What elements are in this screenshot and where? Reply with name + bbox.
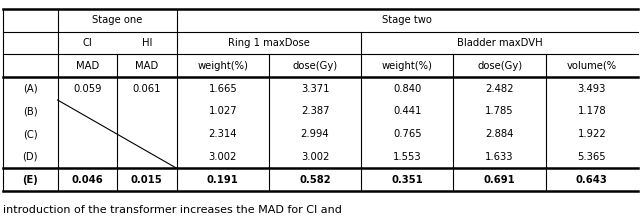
Text: HI: HI: [141, 38, 152, 48]
Text: 1.553: 1.553: [393, 152, 422, 162]
Text: 0.643: 0.643: [576, 175, 608, 185]
Text: 2.482: 2.482: [485, 84, 514, 94]
Text: 3.002: 3.002: [301, 152, 329, 162]
Text: introduction of the transformer increases the MAD for CI and: introduction of the transformer increase…: [3, 205, 342, 215]
Text: 3.371: 3.371: [301, 84, 330, 94]
Text: 2.884: 2.884: [485, 129, 514, 139]
Text: 3.002: 3.002: [209, 152, 237, 162]
Text: Bladder maxDVH: Bladder maxDVH: [457, 38, 543, 48]
Text: 2.994: 2.994: [301, 129, 330, 139]
Text: 0.765: 0.765: [393, 129, 422, 139]
Text: 5.365: 5.365: [577, 152, 606, 162]
Text: 1.665: 1.665: [209, 84, 237, 94]
Text: 1.178: 1.178: [577, 106, 606, 116]
Text: 2.387: 2.387: [301, 106, 330, 116]
Text: 0.061: 0.061: [132, 84, 161, 94]
Text: (E): (E): [22, 175, 38, 185]
Text: 0.046: 0.046: [72, 175, 103, 185]
Text: dose(Gy): dose(Gy): [477, 61, 522, 71]
Text: (A): (A): [23, 84, 38, 94]
Text: 0.015: 0.015: [131, 175, 163, 185]
Text: weight(%): weight(%): [382, 61, 433, 71]
Text: 0.441: 0.441: [393, 106, 422, 116]
Text: (B): (B): [23, 106, 38, 116]
Text: 1.027: 1.027: [209, 106, 237, 116]
Text: Stage one: Stage one: [92, 15, 142, 25]
Text: 2.314: 2.314: [209, 129, 237, 139]
Text: 0.191: 0.191: [207, 175, 239, 185]
Text: MAD: MAD: [76, 61, 99, 71]
Text: 0.582: 0.582: [300, 175, 331, 185]
Text: dose(Gy): dose(Gy): [292, 61, 338, 71]
Text: 0.840: 0.840: [393, 84, 422, 94]
Text: Stage two: Stage two: [382, 15, 432, 25]
Text: 0.691: 0.691: [484, 175, 515, 185]
Text: 0.059: 0.059: [73, 84, 102, 94]
Text: weight(%): weight(%): [197, 61, 248, 71]
Text: 3.493: 3.493: [578, 84, 606, 94]
Text: CI: CI: [83, 38, 92, 48]
Text: (C): (C): [23, 129, 38, 139]
Text: 1.922: 1.922: [577, 129, 606, 139]
Text: Ring 1 maxDose: Ring 1 maxDose: [228, 38, 310, 48]
Text: 0.351: 0.351: [392, 175, 423, 185]
Text: MAD: MAD: [135, 61, 159, 71]
Text: 1.785: 1.785: [485, 106, 514, 116]
Text: (D): (D): [22, 152, 38, 162]
Text: volume(%: volume(%: [567, 61, 617, 71]
Text: 1.633: 1.633: [485, 152, 514, 162]
